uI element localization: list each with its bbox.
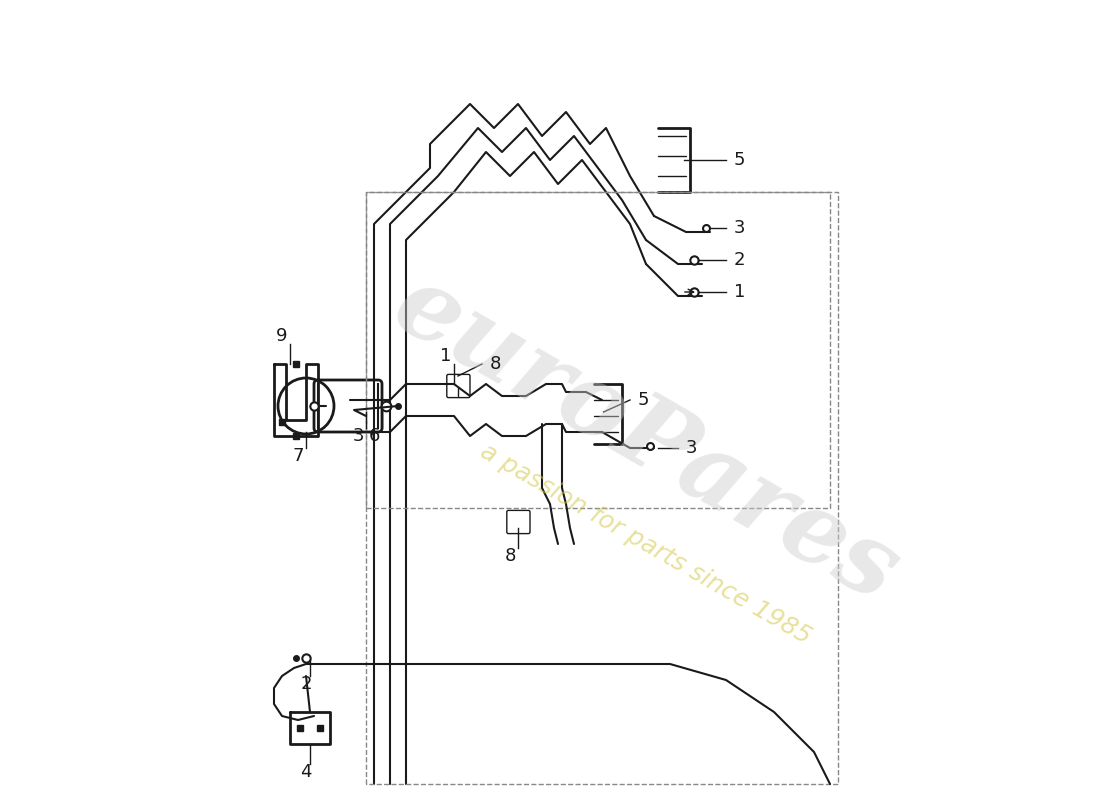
Text: 4: 4 [300, 763, 311, 781]
Text: 3: 3 [686, 439, 697, 457]
Text: a passion for parts since 1985: a passion for parts since 1985 [476, 439, 815, 649]
Text: 8: 8 [504, 547, 516, 565]
Text: 3: 3 [352, 427, 364, 445]
FancyBboxPatch shape [447, 374, 470, 398]
Text: 3: 3 [734, 219, 746, 237]
Text: 7: 7 [293, 447, 304, 465]
Text: 8: 8 [490, 355, 502, 373]
Text: 5: 5 [734, 151, 746, 169]
Text: 6: 6 [368, 427, 379, 445]
Text: 5: 5 [638, 391, 649, 409]
FancyBboxPatch shape [507, 510, 530, 534]
Text: 2: 2 [300, 675, 311, 693]
Text: 2: 2 [734, 251, 746, 269]
Text: 9: 9 [276, 327, 288, 345]
Text: 1: 1 [734, 283, 746, 301]
Text: 1: 1 [440, 347, 452, 365]
FancyBboxPatch shape [314, 380, 382, 432]
Text: euroPares: euroPares [377, 257, 915, 623]
